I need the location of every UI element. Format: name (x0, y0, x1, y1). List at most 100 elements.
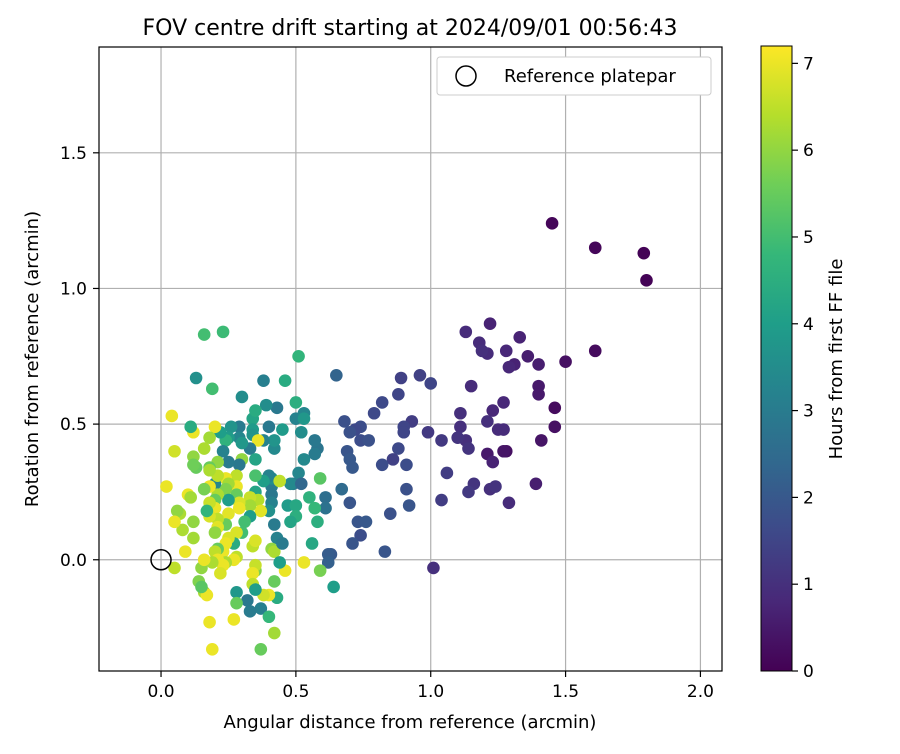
x-axis-ticks: 0.0 0.5 1.0 1.5 2.0 (148, 671, 714, 702)
data-point (289, 396, 303, 409)
data-point (346, 461, 359, 474)
data-point (160, 480, 173, 493)
data-point (254, 642, 268, 656)
data-point (259, 398, 273, 412)
data-point (189, 371, 203, 385)
data-point (179, 545, 192, 558)
legend-entry-label: Reference platepar (504, 66, 676, 87)
y-tick-label: 0.5 (60, 415, 87, 435)
data-point (535, 434, 548, 447)
data-point (238, 515, 251, 529)
data-point (205, 642, 219, 656)
data-point (392, 387, 405, 401)
data-point (230, 596, 243, 610)
reference-point-marker (150, 549, 172, 571)
data-point (308, 501, 322, 515)
plot-frame (98, 46, 723, 672)
data-point (278, 374, 292, 388)
colorbar-label: Hours from first FF file (826, 259, 847, 460)
data-point (338, 415, 351, 428)
data-point (249, 453, 262, 466)
x-axis-label: Angular distance from reference (arcmin) (224, 712, 597, 733)
data-point (289, 499, 303, 512)
data-point (292, 466, 305, 480)
colorbar-tick-label: 1 (803, 575, 814, 595)
data-point (262, 420, 276, 434)
data-point (249, 404, 262, 417)
data-point (205, 382, 219, 396)
data-point (257, 374, 270, 388)
data-point (222, 493, 235, 507)
data-point (249, 534, 262, 548)
data-point (400, 482, 413, 496)
y-tick-label: 0.0 (60, 551, 87, 571)
data-point (548, 401, 562, 415)
data-point (262, 610, 276, 624)
data-point (208, 420, 222, 434)
data-point (197, 442, 211, 455)
legend-reference-marker (455, 65, 477, 87)
grid (99, 47, 722, 671)
data-point (297, 556, 311, 569)
data-point (435, 493, 448, 507)
data-point (394, 371, 408, 385)
data-point (454, 406, 467, 420)
data-point (462, 485, 475, 499)
data-point (305, 537, 319, 550)
data-point (235, 436, 249, 450)
data-point (203, 463, 216, 477)
data-point (268, 518, 281, 531)
x-tick-label: 2.0 (687, 682, 714, 702)
chart-title: FOV centre drift starting at 2024/09/01 … (143, 16, 678, 41)
data-point (195, 580, 208, 594)
data-point (413, 368, 427, 382)
data-point (216, 444, 230, 458)
data-point (168, 444, 181, 458)
data-point (284, 477, 297, 491)
data-point (559, 355, 572, 369)
data-point (311, 515, 324, 529)
data-point (532, 387, 545, 401)
data-point (464, 379, 478, 393)
data-point (292, 349, 305, 363)
data-point (451, 431, 464, 444)
data-point (294, 425, 308, 439)
data-point (486, 455, 500, 469)
data-point (521, 349, 535, 363)
data-point (268, 434, 281, 447)
data-point (227, 613, 241, 626)
data-point (346, 537, 359, 550)
data-point (232, 458, 246, 472)
data-point (513, 330, 527, 344)
data-point (243, 605, 257, 618)
data-point (270, 401, 284, 415)
data-point (321, 556, 335, 569)
data-point (481, 415, 494, 428)
data-point (222, 455, 235, 469)
data-point (187, 531, 200, 545)
data-point (249, 469, 262, 482)
data-point (246, 567, 260, 580)
data-point (276, 423, 289, 436)
data-point (454, 420, 467, 434)
data-point (294, 477, 308, 491)
data-point (354, 529, 367, 542)
data-point (343, 496, 357, 510)
data-point (588, 241, 602, 255)
data-point (241, 594, 254, 607)
data-point (548, 420, 562, 434)
data-point (222, 507, 235, 520)
data-point (235, 390, 249, 404)
data-point (203, 431, 216, 444)
legend-box (436, 56, 712, 96)
data-point (327, 580, 340, 594)
data-point (268, 575, 281, 588)
data-point (462, 442, 475, 455)
data-point (545, 217, 559, 230)
data-point (502, 496, 516, 510)
colorbar-tick-label: 3 (803, 402, 814, 422)
x-tick-label: 1.0 (417, 682, 444, 702)
data-point (276, 537, 289, 550)
